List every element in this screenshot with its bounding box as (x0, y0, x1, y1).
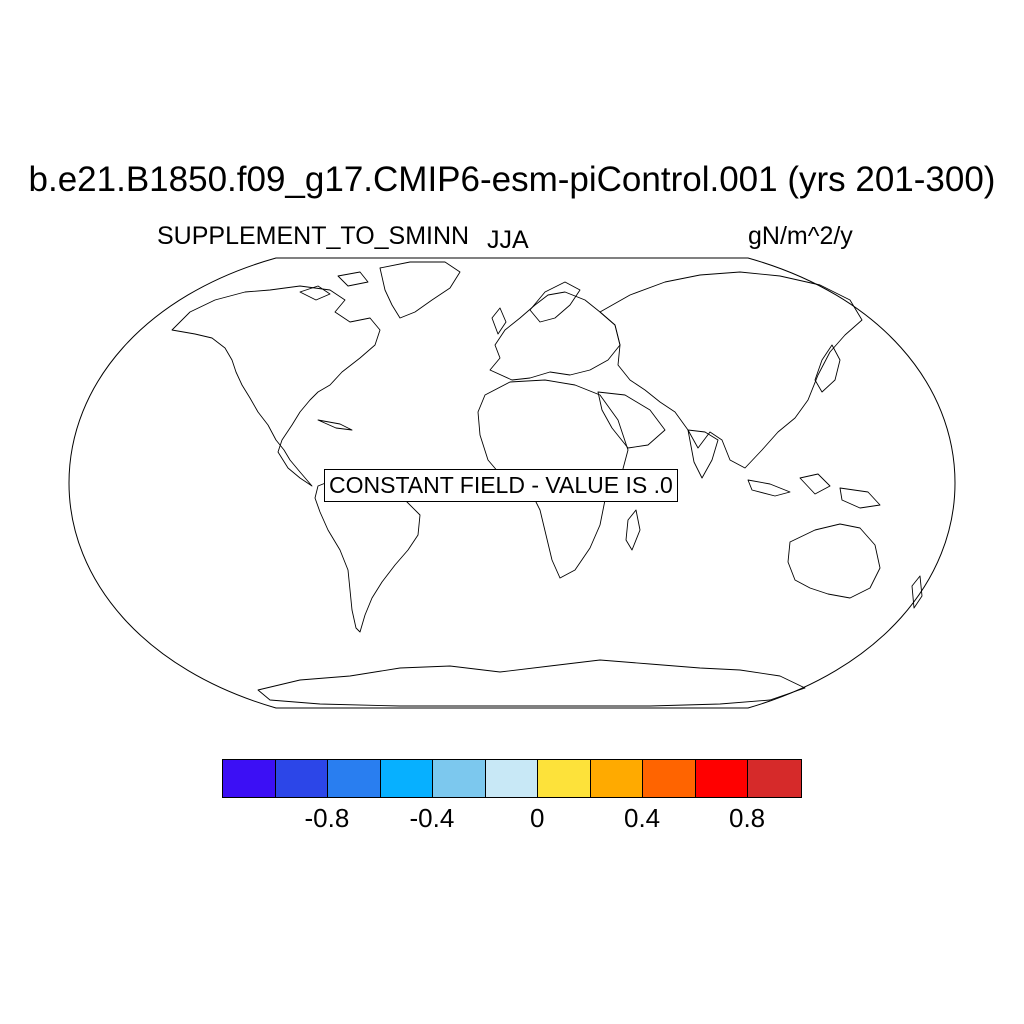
variable-label: SUPPLEMENT_TO_SMINN (157, 222, 470, 250)
units-label: gN/m^2/y (748, 222, 853, 250)
coastline-arctic-islands (299, 271, 369, 301)
coastline-indonesia (747, 473, 881, 509)
colorbar-tick-label: 0.4 (624, 803, 661, 833)
coastline-india (687, 429, 719, 479)
colorbar-swatch (643, 760, 696, 797)
colorbar-tick-label: 0 (530, 803, 545, 833)
colorbar-tick-label: -0.4 (409, 803, 455, 833)
colorbar-swatch (485, 760, 538, 797)
coastline-arabia (597, 391, 666, 449)
coastline-greenland (379, 261, 461, 319)
coastline-new-zealand (911, 575, 923, 609)
colorbar-swatch (748, 760, 801, 797)
colorbar-tick-label: 0.8 (729, 803, 766, 833)
season-label: JJA (487, 226, 529, 254)
colorbar-swatch (328, 760, 381, 797)
coastline-antarctica (257, 659, 806, 707)
coastline-asia (599, 271, 863, 469)
colorbar-swatch (275, 760, 328, 797)
colorbar-swatch (695, 760, 748, 797)
constant-field-message: CONSTANT FIELD - VALUE IS .0 (324, 469, 678, 502)
coastline-caribbean (317, 419, 353, 431)
coastline-madagascar (625, 509, 641, 551)
coastline-japan (814, 344, 841, 393)
coastline-scandinavia (529, 281, 581, 323)
colorbar-swatch (223, 760, 276, 797)
colorbar (222, 759, 802, 798)
plot-title: b.e21.B1850.f09_g17.CMIP6-esm-piControl.… (28, 160, 996, 199)
coastline-uk (491, 307, 507, 335)
colorbar-swatch (538, 760, 591, 797)
colorbar-swatch (380, 760, 433, 797)
coastline-north-america (171, 285, 381, 487)
colorbar-swatch (433, 760, 486, 797)
colorbar-tick-label: -0.8 (304, 803, 350, 833)
colorbar-swatch (590, 760, 643, 797)
coastline-australia (787, 523, 881, 599)
